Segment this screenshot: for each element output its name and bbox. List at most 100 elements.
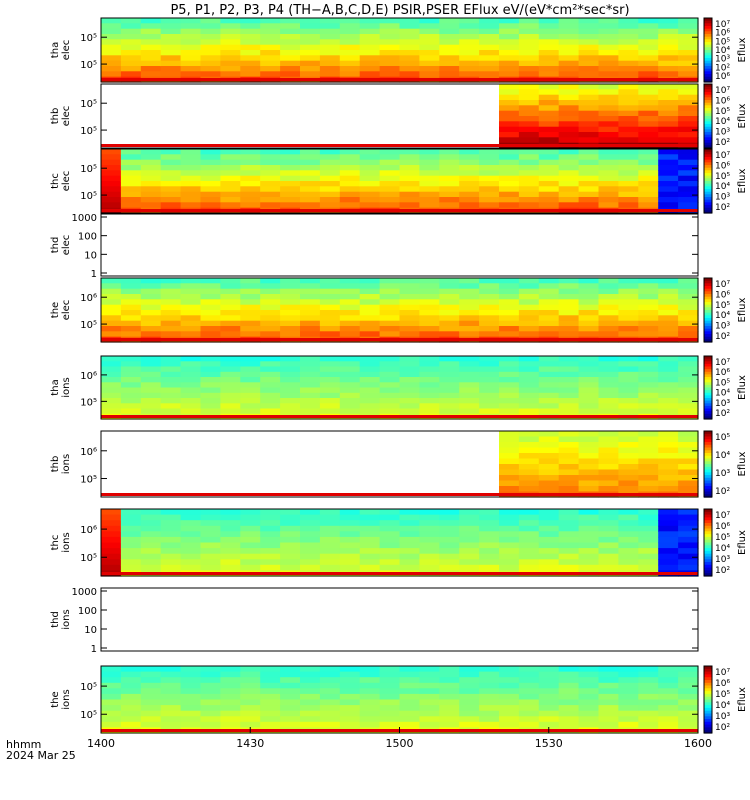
- spectrogram-cell: [220, 320, 241, 327]
- spectrogram-cell: [518, 716, 540, 723]
- spectrogram-cell: [618, 377, 639, 383]
- spectrogram-cell: [578, 542, 600, 549]
- spectrogram-cell: [200, 398, 221, 404]
- spectrogram-cell: [518, 520, 540, 527]
- spectrogram-cell: [160, 71, 182, 78]
- spectrogram-cell: [140, 175, 162, 182]
- spectrogram-cell: [240, 304, 261, 311]
- colorbar-cell: [704, 534, 712, 538]
- spectrogram-cell: [399, 536, 420, 544]
- spectrogram-cell: [459, 320, 480, 327]
- spectrogram-cell: [638, 326, 659, 332]
- spectrogram-cell: [518, 94, 540, 101]
- y-tick-label: 10: [84, 250, 97, 261]
- spectrogram-cell: [538, 326, 560, 332]
- spectrogram-cell: [638, 315, 659, 322]
- spectrogram-cell: [578, 536, 600, 544]
- spectrogram-cell: [180, 710, 202, 717]
- panel-label: ions: [61, 454, 72, 474]
- spectrogram-cell: [200, 331, 221, 338]
- spectrogram-cell: [439, 382, 460, 389]
- spectrogram-cell: [678, 55, 699, 62]
- spectrogram-cell: [638, 710, 659, 717]
- spectrogram-cell: [598, 442, 619, 449]
- spectrogram-cell: [220, 197, 241, 203]
- spectrogram-cell: [160, 39, 182, 46]
- spectrogram-cell: [260, 403, 281, 410]
- spectrogram-cell: [120, 299, 142, 306]
- spectrogram-cell: [598, 137, 619, 144]
- colorbar-cell: [704, 124, 712, 128]
- spectrogram-cell: [120, 716, 142, 723]
- spectrogram-cell: [339, 197, 361, 203]
- spectrogram-cell: [439, 55, 460, 62]
- spectrogram-cell: [220, 387, 241, 394]
- spectrogram-cell: [459, 403, 480, 410]
- spectrogram-cell: [518, 361, 540, 368]
- spectrogram-cell: [280, 310, 301, 316]
- spectrogram-cell: [678, 315, 699, 322]
- spectrogram-cell: [499, 126, 520, 133]
- spectrogram-cell: [419, 548, 440, 555]
- spectrogram-cell: [240, 191, 261, 198]
- spectrogram-cell: [260, 542, 281, 549]
- spectrogram-cell: [578, 71, 600, 78]
- spectrogram-cell: [359, 559, 381, 566]
- spectrogram-cell: [578, 100, 600, 106]
- spectrogram-cell: [658, 699, 679, 706]
- spectrogram-cell: [598, 699, 619, 706]
- colorbar-tick-label: 10⁷: [715, 511, 730, 521]
- spectrogram-cell: [479, 387, 500, 394]
- spectrogram-cell: [180, 525, 202, 532]
- colorbar-cell: [704, 458, 712, 462]
- spectrogram-cell: [101, 710, 122, 717]
- colorbar-cell: [704, 323, 712, 327]
- colorbar-tick-label: 10²: [715, 566, 730, 576]
- spectrogram-cell: [558, 716, 580, 723]
- spectrogram-cell: [518, 320, 540, 327]
- spectrogram-cell: [419, 536, 440, 544]
- colorbar-cell: [704, 283, 712, 287]
- spectrogram-cell: [260, 710, 281, 717]
- spectrogram-cell: [459, 699, 480, 706]
- spectrogram-cell: [120, 387, 142, 394]
- spectrogram-cell: [140, 682, 162, 689]
- spectrogram-cell: [499, 671, 520, 678]
- time-axis-label: hhmm: [6, 738, 41, 751]
- spectrogram-cell: [499, 542, 520, 549]
- spectrogram-cell: [419, 361, 440, 368]
- spectrogram-cell: [538, 294, 560, 300]
- spectrogram-cell: [678, 89, 699, 96]
- spectrogram-cell: [459, 536, 480, 544]
- spectrogram-cell: [658, 28, 679, 35]
- x-tick-label: 1400: [87, 737, 115, 750]
- spectrogram-cell: [538, 392, 560, 399]
- colorbar-cell: [704, 702, 712, 706]
- spectrogram-cell: [260, 682, 281, 689]
- spectrogram-cell: [658, 371, 679, 378]
- spectrogram-cell: [499, 84, 520, 90]
- spectrogram-cell: [558, 23, 580, 30]
- spectrogram-cell: [280, 688, 301, 695]
- spectrogram-cell: [518, 403, 540, 410]
- spectrogram-cell: [240, 320, 261, 327]
- spectrogram-cell: [160, 186, 182, 193]
- spectrogram-cell: [618, 536, 639, 544]
- colorbar-tick-label: 10⁵: [715, 107, 730, 117]
- spectrogram-cell: [678, 559, 699, 566]
- spectrogram-cell: [160, 671, 182, 678]
- spectrogram-cell: [578, 50, 600, 56]
- colorbar-cell: [704, 395, 712, 399]
- spectrogram-cell: [618, 116, 639, 122]
- colorbar-cell: [704, 556, 712, 560]
- spectrogram-cell: [140, 392, 162, 399]
- spectrogram-cell: [518, 371, 540, 378]
- spectrogram-cell: [578, 403, 600, 410]
- spectrogram-cell: [618, 283, 639, 290]
- spectrogram-cell: [220, 525, 241, 532]
- spectrogram-cell: [638, 671, 659, 678]
- panel-label: ions: [61, 377, 72, 397]
- spectrogram-cell: [101, 154, 122, 161]
- spectrogram-cell: [578, 126, 600, 133]
